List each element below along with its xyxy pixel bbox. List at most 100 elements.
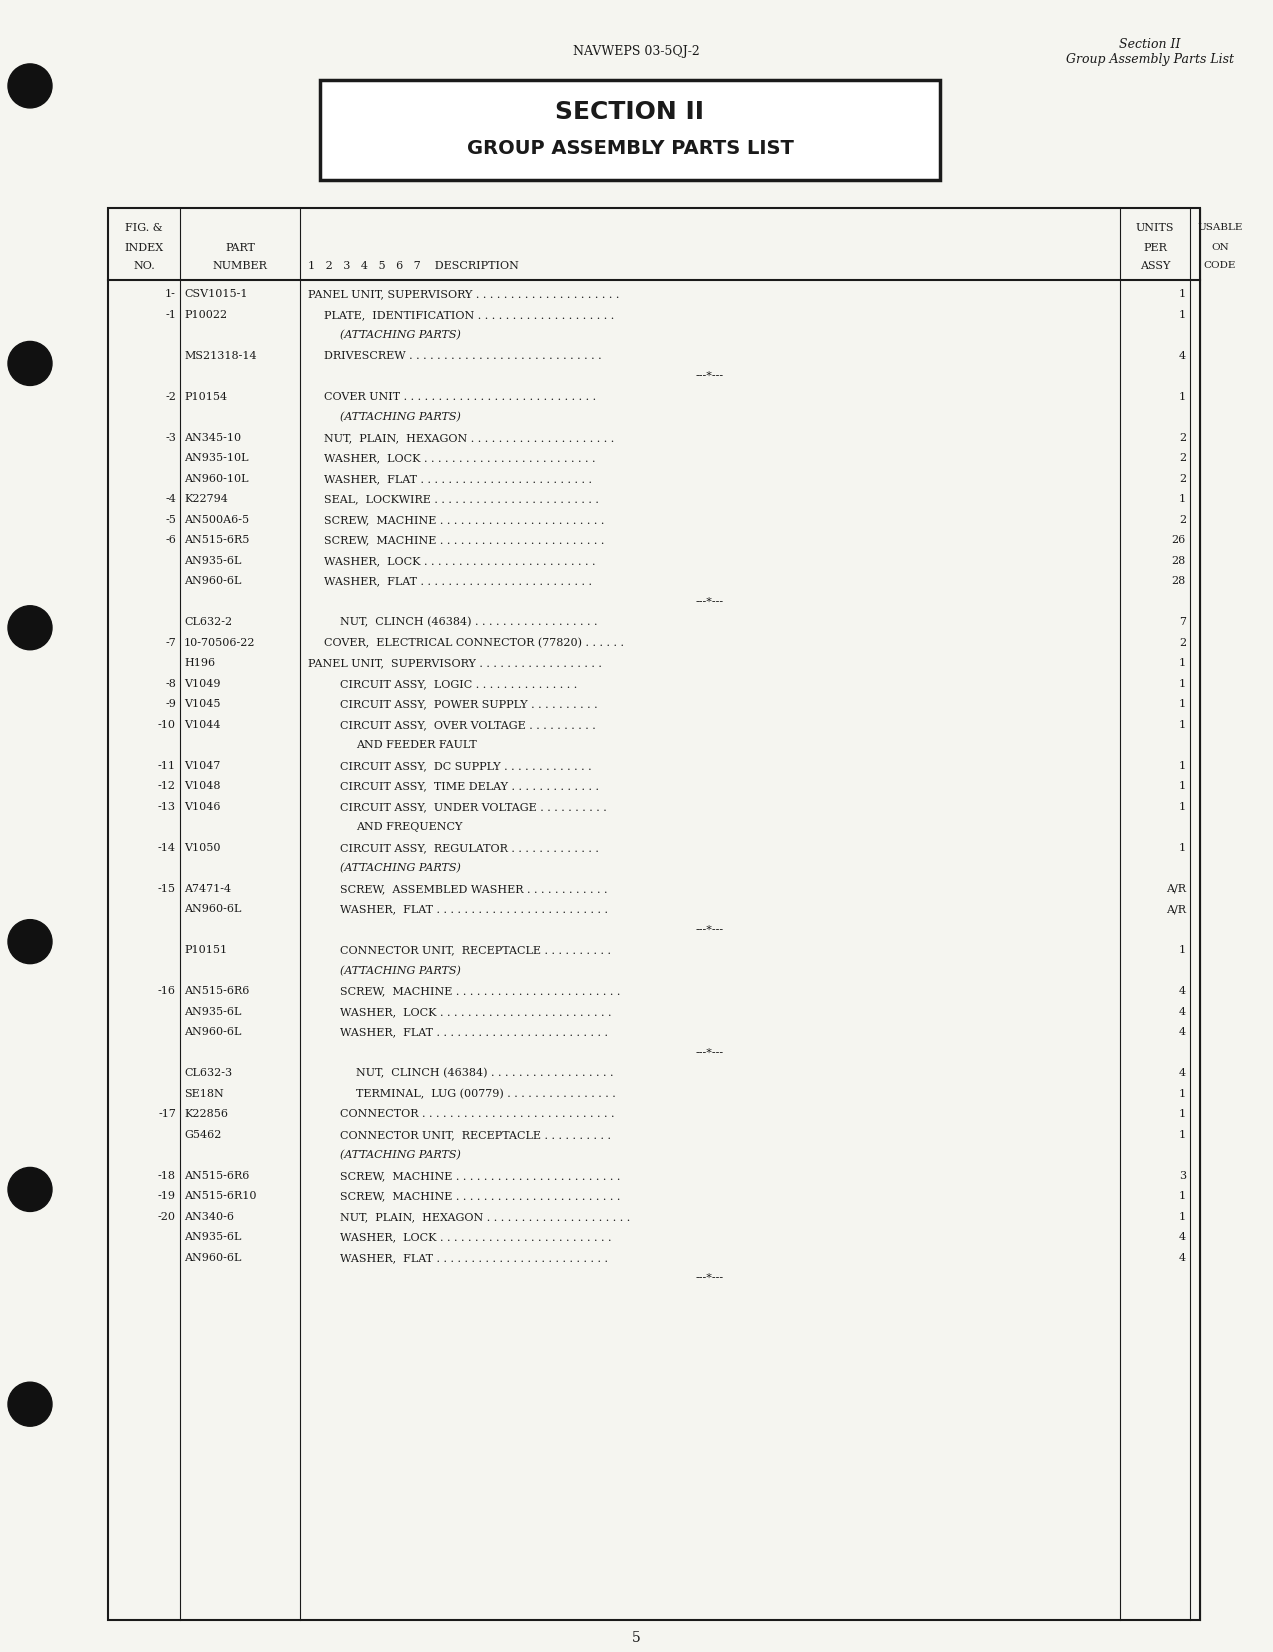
Text: 1: 1: [1179, 1213, 1186, 1222]
Text: 26: 26: [1171, 535, 1186, 545]
Text: PANEL UNIT, SUPERVISORY . . . . . . . . . . . . . . . . . . . . .: PANEL UNIT, SUPERVISORY . . . . . . . . …: [308, 289, 620, 299]
Text: 1: 1: [1179, 289, 1186, 299]
Text: 1: 1: [1179, 781, 1186, 791]
Text: PANEL UNIT,  SUPERVISORY . . . . . . . . . . . . . . . . . .: PANEL UNIT, SUPERVISORY . . . . . . . . …: [308, 657, 602, 669]
Text: FIG. &: FIG. &: [125, 223, 163, 233]
Text: A7471-4: A7471-4: [185, 884, 232, 894]
Text: AN960-6L: AN960-6L: [185, 577, 242, 586]
Text: -1: -1: [165, 311, 176, 320]
Text: -10: -10: [158, 720, 176, 730]
Text: -7: -7: [165, 638, 176, 648]
Text: -5: -5: [165, 515, 176, 525]
Text: SCREW,  MACHINE . . . . . . . . . . . . . . . . . . . . . . . .: SCREW, MACHINE . . . . . . . . . . . . .…: [340, 1191, 620, 1201]
Text: 4: 4: [1179, 1069, 1186, 1079]
Text: ---*---: ---*---: [696, 596, 724, 606]
Text: MS21318-14: MS21318-14: [185, 350, 257, 360]
Text: CODE: CODE: [1204, 261, 1236, 271]
Text: NUT,  CLINCH (46384) . . . . . . . . . . . . . . . . . .: NUT, CLINCH (46384) . . . . . . . . . . …: [356, 1069, 614, 1079]
Text: 2: 2: [1179, 515, 1186, 525]
Text: -2: -2: [165, 392, 176, 401]
Text: NUT,  PLAIN,  HEXAGON . . . . . . . . . . . . . . . . . . . . .: NUT, PLAIN, HEXAGON . . . . . . . . . . …: [325, 433, 615, 443]
Text: ---*---: ---*---: [696, 925, 724, 935]
Text: 1   2   3   4   5   6   7    DESCRIPTION: 1 2 3 4 5 6 7 DESCRIPTION: [308, 261, 519, 271]
Text: V1050: V1050: [185, 843, 220, 852]
Text: CONNECTOR UNIT,  RECEPTACLE . . . . . . . . . .: CONNECTOR UNIT, RECEPTACLE . . . . . . .…: [340, 1130, 611, 1140]
Text: 1: 1: [1179, 1191, 1186, 1201]
Text: ASSY: ASSY: [1139, 261, 1170, 271]
Text: CONNECTOR UNIT,  RECEPTACLE . . . . . . . . . .: CONNECTOR UNIT, RECEPTACLE . . . . . . .…: [340, 945, 611, 955]
Text: 28: 28: [1171, 555, 1186, 565]
Text: SCREW,  MACHINE . . . . . . . . . . . . . . . . . . . . . . . .: SCREW, MACHINE . . . . . . . . . . . . .…: [325, 515, 605, 525]
Text: 4: 4: [1179, 986, 1186, 996]
Circle shape: [8, 342, 52, 385]
Text: CSV1015-1: CSV1015-1: [185, 289, 247, 299]
Text: CIRCUIT ASSY,  POWER SUPPLY . . . . . . . . . .: CIRCUIT ASSY, POWER SUPPLY . . . . . . .…: [340, 699, 597, 709]
Text: ---*---: ---*---: [696, 1047, 724, 1057]
Text: WASHER,  LOCK . . . . . . . . . . . . . . . . . . . . . . . . .: WASHER, LOCK . . . . . . . . . . . . . .…: [340, 1006, 611, 1016]
Text: (ATTACHING PARTS): (ATTACHING PARTS): [340, 862, 461, 874]
Text: CIRCUIT ASSY,  REGULATOR . . . . . . . . . . . . .: CIRCUIT ASSY, REGULATOR . . . . . . . . …: [340, 843, 598, 852]
Text: Section II: Section II: [1119, 38, 1181, 51]
Text: CIRCUIT ASSY,  TIME DELAY . . . . . . . . . . . . .: CIRCUIT ASSY, TIME DELAY . . . . . . . .…: [340, 781, 600, 791]
Text: ON: ON: [1211, 243, 1228, 253]
Text: COVER,  ELECTRICAL CONNECTOR (77820) . . . . . .: COVER, ELECTRICAL CONNECTOR (77820) . . …: [325, 638, 624, 648]
Text: V1048: V1048: [185, 781, 220, 791]
Text: AN935-6L: AN935-6L: [185, 1232, 242, 1242]
Text: SECTION II: SECTION II: [555, 101, 704, 124]
Text: -17: -17: [158, 1108, 176, 1120]
Text: USABLE: USABLE: [1198, 223, 1242, 233]
Text: 1: 1: [1179, 1130, 1186, 1140]
Text: SCREW,  MACHINE . . . . . . . . . . . . . . . . . . . . . . . .: SCREW, MACHINE . . . . . . . . . . . . .…: [340, 1171, 620, 1181]
Text: ---*---: ---*---: [696, 1274, 724, 1284]
Text: G5462: G5462: [185, 1130, 222, 1140]
Bar: [108, 208, 1200, 1621]
Text: WASHER,  FLAT . . . . . . . . . . . . . . . . . . . . . . . . .: WASHER, FLAT . . . . . . . . . . . . . .…: [325, 474, 592, 484]
Text: AN960-6L: AN960-6L: [185, 904, 242, 914]
Text: (ATTACHING PARTS): (ATTACHING PARTS): [340, 965, 461, 976]
Text: 4: 4: [1179, 1252, 1186, 1262]
Text: (ATTACHING PARTS): (ATTACHING PARTS): [340, 1150, 461, 1160]
Text: -19: -19: [158, 1191, 176, 1201]
Text: -13: -13: [158, 801, 176, 811]
Text: -11: -11: [158, 762, 176, 771]
Text: SCREW,  MACHINE . . . . . . . . . . . . . . . . . . . . . . . .: SCREW, MACHINE . . . . . . . . . . . . .…: [325, 535, 605, 545]
Text: WASHER,  FLAT . . . . . . . . . . . . . . . . . . . . . . . . .: WASHER, FLAT . . . . . . . . . . . . . .…: [340, 904, 608, 914]
Circle shape: [8, 1168, 52, 1211]
Text: AN515-6R6: AN515-6R6: [185, 1171, 250, 1181]
Text: WASHER,  LOCK . . . . . . . . . . . . . . . . . . . . . . . . .: WASHER, LOCK . . . . . . . . . . . . . .…: [340, 1232, 611, 1242]
Text: -16: -16: [158, 986, 176, 996]
Text: -20: -20: [158, 1213, 176, 1222]
Text: WASHER,  FLAT . . . . . . . . . . . . . . . . . . . . . . . . .: WASHER, FLAT . . . . . . . . . . . . . .…: [340, 1252, 608, 1262]
Text: NO.: NO.: [134, 261, 155, 271]
Text: CIRCUIT ASSY,  OVER VOLTAGE . . . . . . . . . .: CIRCUIT ASSY, OVER VOLTAGE . . . . . . .…: [340, 720, 596, 730]
Text: -9: -9: [165, 699, 176, 709]
Text: CONNECTOR . . . . . . . . . . . . . . . . . . . . . . . . . . . .: CONNECTOR . . . . . . . . . . . . . . . …: [340, 1108, 615, 1120]
Text: 1: 1: [1179, 720, 1186, 730]
Text: -6: -6: [165, 535, 176, 545]
Text: H196: H196: [185, 657, 215, 669]
Text: 7: 7: [1179, 618, 1186, 628]
Text: SCREW,  MACHINE . . . . . . . . . . . . . . . . . . . . . . . .: SCREW, MACHINE . . . . . . . . . . . . .…: [340, 986, 620, 996]
Text: -12: -12: [158, 781, 176, 791]
Text: UNITS: UNITS: [1136, 223, 1174, 233]
Text: GROUP ASSEMBLY PARTS LIST: GROUP ASSEMBLY PARTS LIST: [467, 139, 793, 157]
Text: AN935-6L: AN935-6L: [185, 1006, 242, 1016]
Text: 1: 1: [1179, 657, 1186, 669]
Text: NUT,  PLAIN,  HEXAGON . . . . . . . . . . . . . . . . . . . . .: NUT, PLAIN, HEXAGON . . . . . . . . . . …: [340, 1213, 630, 1222]
Text: CIRCUIT ASSY,  UNDER VOLTAGE . . . . . . . . . .: CIRCUIT ASSY, UNDER VOLTAGE . . . . . . …: [340, 801, 607, 811]
Text: -14: -14: [158, 843, 176, 852]
Circle shape: [8, 1383, 52, 1426]
Text: V1044: V1044: [185, 720, 220, 730]
Text: INDEX: INDEX: [125, 243, 163, 253]
Text: 10-70506-22: 10-70506-22: [185, 638, 256, 648]
Bar: [320, 79, 939, 180]
Text: DRIVESCREW . . . . . . . . . . . . . . . . . . . . . . . . . . . .: DRIVESCREW . . . . . . . . . . . . . . .…: [325, 350, 602, 360]
Text: A/R: A/R: [1166, 884, 1186, 894]
Text: AN935-10L: AN935-10L: [185, 453, 248, 463]
Text: WASHER,  LOCK . . . . . . . . . . . . . . . . . . . . . . . . .: WASHER, LOCK . . . . . . . . . . . . . .…: [325, 453, 596, 463]
Text: 2: 2: [1179, 474, 1186, 484]
Text: K22794: K22794: [185, 494, 228, 504]
Text: -15: -15: [158, 884, 176, 894]
Text: AND FEEDER FAULT: AND FEEDER FAULT: [356, 740, 477, 750]
Text: 1: 1: [1179, 1089, 1186, 1099]
